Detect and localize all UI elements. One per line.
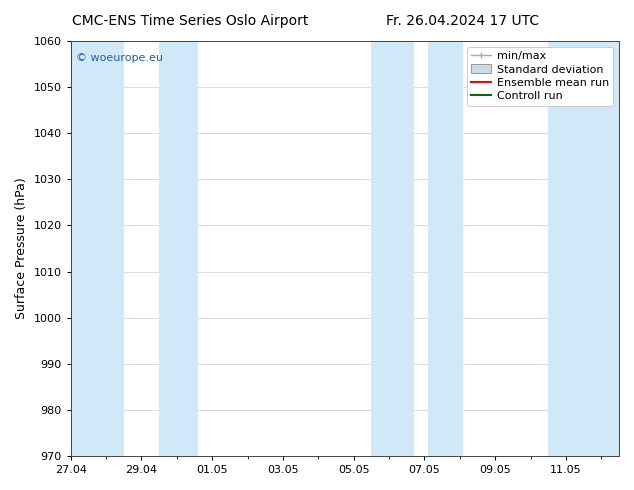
Y-axis label: Surface Pressure (hPa): Surface Pressure (hPa) (15, 178, 28, 319)
Text: CMC-ENS Time Series Oslo Airport: CMC-ENS Time Series Oslo Airport (72, 14, 308, 28)
Bar (548, 41, 619, 456)
Bar (372, 41, 414, 456)
Text: Fr. 26.04.2024 17 UTC: Fr. 26.04.2024 17 UTC (386, 14, 540, 28)
Legend: min/max, Standard deviation, Ensemble mean run, Controll run: min/max, Standard deviation, Ensemble me… (467, 47, 614, 106)
Bar (159, 41, 198, 456)
Bar (428, 41, 463, 456)
Text: © woeurope.eu: © woeurope.eu (76, 53, 163, 64)
Bar (71, 41, 124, 456)
